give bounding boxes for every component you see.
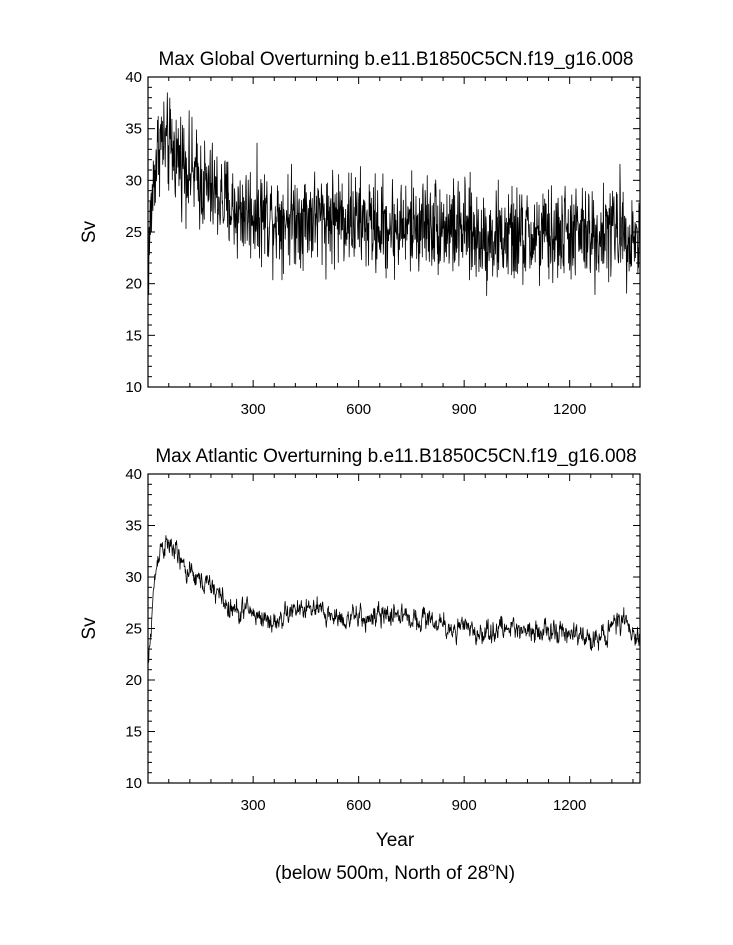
footnote-main: (below 500m, North of 28 <box>275 863 488 884</box>
y-tick-label: 35 <box>125 121 142 138</box>
x-tick-label: 1200 <box>553 797 586 814</box>
x-tick-label: 300 <box>241 797 266 814</box>
y-tick-label: 25 <box>125 224 142 241</box>
x-axis-label: Year <box>376 830 415 851</box>
y-tick-label: 10 <box>125 379 142 396</box>
y-axis-label: Sv <box>79 220 100 243</box>
series-line <box>147 92 641 297</box>
chart-title: Max Atlantic Overturning b.e11.B1850C5CN… <box>155 446 636 467</box>
series-line <box>147 535 641 669</box>
y-tick-label: 40 <box>125 69 142 86</box>
y-axis-label: Sv <box>79 617 100 640</box>
chart-title: Max Global Overturning b.e11.B1850C5CN.f… <box>159 49 634 70</box>
y-tick-label: 25 <box>125 621 142 638</box>
atlantic-overturning-panel: Max Atlantic Overturning b.e11.B1850C5CN… <box>79 446 641 814</box>
y-tick-label: 30 <box>125 569 142 586</box>
x-tick-label: 600 <box>346 401 371 418</box>
footnote-degree: o <box>488 860 495 874</box>
plot-frame <box>147 473 641 784</box>
y-tick-label: 30 <box>125 172 142 189</box>
plot-frame <box>147 76 641 388</box>
x-tick-label: 600 <box>346 797 371 814</box>
x-tick-label: 900 <box>452 797 477 814</box>
y-tick-label: 35 <box>125 518 142 535</box>
y-tick-label: 15 <box>125 724 142 741</box>
footnote-tail: N) <box>495 863 515 884</box>
y-tick-label: 10 <box>125 775 142 792</box>
y-tick-label: 20 <box>125 276 142 293</box>
y-tick-label: 40 <box>125 466 142 483</box>
x-tick-label: 1200 <box>553 401 586 418</box>
y-tick-label: 20 <box>125 672 142 689</box>
x-tick-label: 300 <box>241 401 266 418</box>
global-overturning-panel: Max Global Overturning b.e11.B1850C5CN.f… <box>79 49 641 418</box>
x-tick-label: 900 <box>452 401 477 418</box>
y-tick-label: 15 <box>125 327 142 344</box>
footnote: (below 500m, North of 28oN) <box>275 860 515 884</box>
